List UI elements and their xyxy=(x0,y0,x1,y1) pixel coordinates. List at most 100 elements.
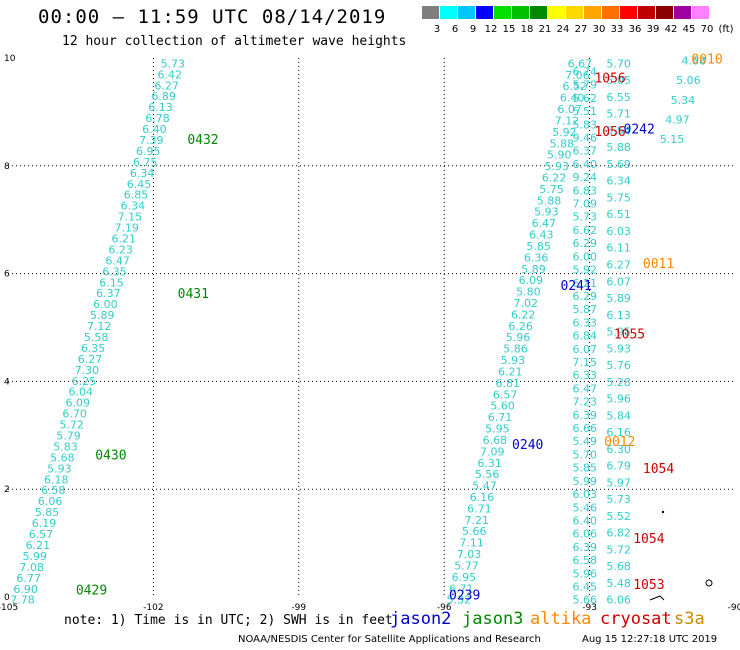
wave-height-sample: 6.00 xyxy=(93,298,118,311)
wave-height-sample: 6.47 xyxy=(532,217,557,230)
wave-height-sample: 6.34 xyxy=(606,175,631,188)
wave-height-sample: 6.21 xyxy=(26,539,51,552)
legend-tick-label: 9 xyxy=(469,24,477,35)
wave-height-sample: 6.45 xyxy=(573,580,598,593)
wave-height-sample: 6.22 xyxy=(511,308,536,321)
wave-height-sample: 5.69 xyxy=(606,158,631,171)
wave-height-sample: 7.30 xyxy=(75,364,100,377)
wave-height-sample: 5.75 xyxy=(539,183,564,196)
wave-height-sample: 5.76 xyxy=(606,359,631,372)
wave-height-sample: 6.30 xyxy=(606,443,631,456)
wave-height-sample: 6.33 xyxy=(573,369,598,382)
wave-height-sample: 6.37 xyxy=(96,287,121,300)
wave-height-sample: 6.09 xyxy=(65,397,90,410)
island-mark xyxy=(649,595,665,601)
wave-height-sample: 5.32 xyxy=(446,594,471,607)
chart-title: 00:00 – 11:59 UTC 08/14/2019 xyxy=(38,6,387,28)
wave-height-sample: 7.08 xyxy=(19,561,44,574)
wave-height-sample: 6.03 xyxy=(573,488,598,501)
wave-height-sample: 5.73 xyxy=(573,211,598,224)
pass-label: 0012 xyxy=(604,435,635,450)
legend-tick-label: 42 xyxy=(664,24,678,35)
wave-height-sample: 7.12 xyxy=(555,114,580,127)
wave-height-sample: 6.31 xyxy=(477,457,502,470)
wave-height-sample: 6.71 xyxy=(449,582,474,595)
wave-height-sample: 6.06 xyxy=(573,528,598,541)
wave-height-sample: 5.85 xyxy=(573,462,598,475)
legend-tick-label: 24 xyxy=(556,24,570,35)
wave-height-sample: 6.79 xyxy=(606,460,631,473)
wave-height-sample: 5.70 xyxy=(606,57,631,70)
wave-height-sample: 9.24 xyxy=(573,171,598,184)
wave-height-sample: 6.39 xyxy=(573,541,598,554)
wave-height-sample: 5.93 xyxy=(47,462,72,475)
wave-height-sample: 7.78 xyxy=(10,594,35,607)
pass-label: 0432 xyxy=(187,133,218,148)
wave-height-sample: 5.83 xyxy=(573,118,598,131)
wave-height-sample: 5.28 xyxy=(606,376,631,389)
wave-height-sample: 5.72 xyxy=(606,543,631,556)
wave-height-sample: 5.15 xyxy=(660,133,685,146)
y-tick-label: 8 xyxy=(4,162,10,172)
wave-height-sample: 6.42 xyxy=(157,68,182,81)
wave-height-sample: 5.97 xyxy=(606,476,631,489)
wave-height-sample: 6.18 xyxy=(44,473,69,486)
wave-height-sample: 5.89 xyxy=(521,263,546,276)
wave-height-sample: 6.51 xyxy=(606,208,631,221)
wave-height-sample: 6.29 xyxy=(573,290,598,303)
wave-height-sample: 5.71 xyxy=(606,108,631,121)
legend-swatch xyxy=(656,6,673,19)
legend-tick-label: 27 xyxy=(574,24,588,35)
pass-label: 0242 xyxy=(624,122,655,137)
wave-height-sample: 6.36 xyxy=(524,251,549,264)
legend-tick-label: 3 xyxy=(433,24,441,35)
y-tick-label: 10 xyxy=(4,54,16,64)
legend-swatch xyxy=(422,6,439,19)
legend-swatch xyxy=(530,6,547,19)
wave-height-sample: 6.07 xyxy=(557,103,582,116)
legend-tick-label: 45 xyxy=(682,24,696,35)
pass-label: 1056 xyxy=(594,125,625,140)
wave-height-sample: 5.54 xyxy=(606,124,631,137)
wave-height-sample: 6.26 xyxy=(508,320,533,333)
wave-height-sample: 5.34 xyxy=(671,94,696,107)
wave-height-sample: 6.85 xyxy=(124,189,149,202)
legend-swatch xyxy=(476,6,493,19)
wave-height-sample: 7.23 xyxy=(573,396,598,409)
wave-height-sample: 6.04 xyxy=(69,386,94,399)
legend-unit: (ft) xyxy=(718,24,734,35)
wave-height-sample: 7.19 xyxy=(115,222,140,235)
x-tick-label: -90 xyxy=(728,603,740,613)
wave-height-sample: 5.85 xyxy=(526,240,551,253)
wave-height-sample: 6.47 xyxy=(573,382,598,395)
wave-height-sample: 5.62 xyxy=(573,92,598,105)
wave-height-sample: 5.73 xyxy=(606,493,631,506)
wave-height-sample: 6.81 xyxy=(495,377,520,390)
pass-label: 0240 xyxy=(512,438,543,453)
wave-height-sample: 6.22 xyxy=(542,171,567,184)
wave-height-sample: 7.15 xyxy=(573,356,598,369)
legend-swatch xyxy=(638,6,655,19)
pass-label: 0431 xyxy=(178,287,209,302)
wave-height-sample: 4.88 xyxy=(682,55,707,68)
x-tick-label: -93 xyxy=(582,603,597,613)
wave-height-sample: 6.67 xyxy=(568,57,593,70)
wave-height-sample: 4.97 xyxy=(665,113,690,126)
wave-height-sample: 6.40 xyxy=(573,158,598,171)
wave-height-sample: 6.16 xyxy=(470,491,495,504)
wave-height-sample: 6.55 xyxy=(606,91,631,104)
wave-height-sample: 6.06 xyxy=(38,495,63,508)
wave-height-sample: 5.89 xyxy=(606,292,631,305)
legend-swatch xyxy=(584,6,601,19)
pass-label: 0010 xyxy=(691,52,722,67)
wave-height-sample: 6.52 xyxy=(563,80,588,93)
wave-height-sample: 5.87 xyxy=(573,303,598,316)
wave-height-sample: 5.75 xyxy=(606,191,631,204)
wave-height-sample: 5.05 xyxy=(606,74,631,87)
wave-height-sample: 6.90 xyxy=(13,583,38,596)
pass-label: 1054 xyxy=(633,532,664,547)
pass-label: 1055 xyxy=(614,327,645,342)
y-tick-label: 4 xyxy=(4,377,10,387)
wave-height-sample: 5.72 xyxy=(59,419,84,432)
